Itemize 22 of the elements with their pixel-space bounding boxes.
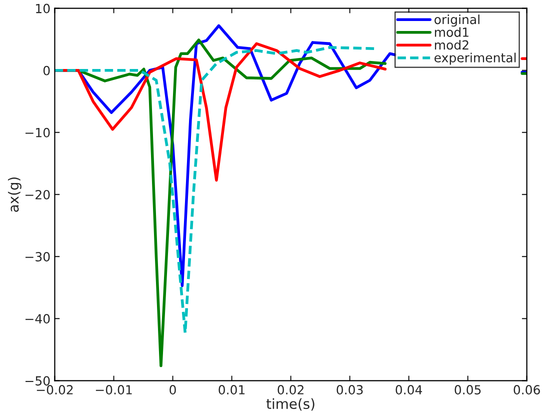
x-tick-label: 0.04 xyxy=(396,385,422,394)
y-tick-label: −50 xyxy=(26,376,50,386)
x-tick-label: 0.01 xyxy=(218,385,245,394)
x-axis-title: time(s) xyxy=(266,398,314,411)
y-tick-label: −10 xyxy=(26,128,50,138)
x-tick-label: 0.02 xyxy=(278,385,304,394)
y-tick-label: −30 xyxy=(26,252,50,262)
legend-label: mod1 xyxy=(434,27,468,37)
y-tick-label: −20 xyxy=(26,190,50,200)
x-tick-label: −0.02 xyxy=(36,385,73,394)
y-tick-label: 10 xyxy=(36,4,50,14)
legend-label: mod2 xyxy=(434,40,468,50)
x-tick-label: 0.03 xyxy=(336,385,363,394)
x-tick-label: 0 xyxy=(170,385,176,394)
legend-label: experimental xyxy=(434,52,516,65)
x-tick-label: −0.01 xyxy=(96,385,132,394)
x-tick-label: 0.06 xyxy=(514,385,540,394)
y-axis-title: ax(g) xyxy=(8,177,22,212)
y-tick-label: 0 xyxy=(43,66,50,76)
legend-label: original xyxy=(434,14,480,27)
x-tick-label: 0.05 xyxy=(454,385,481,394)
y-tick-label: −40 xyxy=(26,314,50,324)
